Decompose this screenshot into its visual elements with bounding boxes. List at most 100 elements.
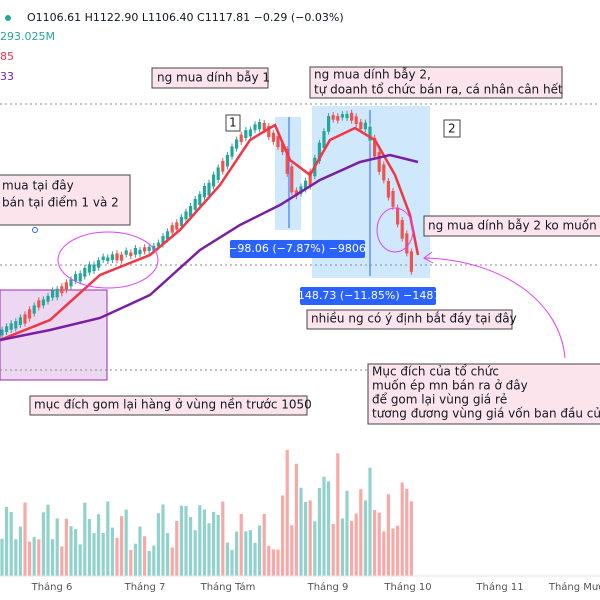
candle [9,323,13,330]
note: ng mua dính bẫy 1 [157,71,270,85]
candle [106,257,110,262]
volume-bar [216,514,220,576]
candle [147,246,151,251]
volume-bar [87,518,91,576]
candle [175,222,179,230]
candle [396,207,400,225]
volume-bar [354,513,358,576]
volume-bar [212,511,216,576]
candle [64,282,68,291]
volume-bar [391,528,395,576]
candle [331,115,335,120]
note: 1 [229,116,237,130]
volume-bar [147,550,151,576]
note: ng mua dính bẫy 2, [314,68,431,82]
volume-bar [166,533,170,576]
volume-bar [83,502,87,576]
candle [166,231,170,240]
note-box [306,309,513,330]
candle [377,151,381,172]
note-box [225,114,241,132]
candle [179,216,183,227]
candle [336,116,340,121]
candle [368,126,372,141]
volume-bar [207,523,211,576]
volume-bar [115,537,119,576]
volume-value: 293.025M [0,30,55,43]
candle [156,242,160,247]
volume-bar [120,516,124,576]
candle [276,136,280,147]
x-tick-label: Tháng 6 [31,581,73,593]
volume-bar [235,531,239,576]
candle [322,131,326,148]
volume-bar [244,531,248,576]
candle [101,256,105,260]
candle [239,134,243,142]
candle [386,180,390,198]
volume-bar [285,449,289,576]
volume-bar [336,453,340,576]
volume-bar [400,482,404,576]
candle [60,286,64,294]
volume-bar [345,490,349,576]
note-box [367,363,600,425]
candle [193,198,197,210]
x-tick-label: Tháng 10 [383,581,431,593]
arrow-head [423,251,434,264]
candle [327,116,331,132]
candle [202,185,206,198]
candle [32,305,36,314]
arrow [424,257,566,359]
candle [225,154,229,167]
volume-bar [110,527,114,576]
candle [46,295,50,302]
ohlc: O1106.61 H1122.90 L1106.40 C1117.81 −0.2… [27,11,344,24]
volume-bar [14,539,18,576]
note: Mục đích của tổ chức [372,365,499,379]
volume-bar [46,504,50,576]
volume-bar [225,542,229,576]
note: ng mua dính bẫy 2 ko muốn b [428,219,600,233]
ma-value: 85 [0,50,14,63]
candle [290,166,294,193]
note: tự doanh tổ chức bán ra, cá nhân cân hết [314,83,563,97]
candle [51,290,55,298]
ma-red [0,123,420,342]
candle [124,250,128,255]
volume-bar [267,545,271,576]
candle [317,142,321,162]
volume-bar [363,500,367,576]
volume-bar [28,541,32,576]
volume-bar [396,525,400,576]
volume-bar [124,509,128,576]
volume-bar [308,500,312,576]
volume-bar [179,505,183,576]
volume-bar [60,546,64,576]
volume-bar [350,520,354,576]
volume-bar [5,507,9,576]
candle [120,254,124,261]
candle [115,253,119,261]
candle [78,273,82,282]
candle [345,113,349,119]
volume-bar [258,525,262,576]
candle [18,317,22,326]
candle [212,174,216,187]
volume-bar [359,489,363,576]
candle [14,321,18,329]
x-tick-label: Tháng 11 [475,581,523,593]
highlight-circle [376,207,414,253]
volume-bar [9,511,13,576]
volume-bar [405,488,409,576]
note-box [151,67,269,89]
volume-bar [18,526,22,576]
measure-text: −98.06 (−7.87%) −9806 [228,242,366,255]
volume-bar [152,545,156,576]
candle [244,130,248,139]
volume-bar [317,488,321,576]
candle [299,186,303,194]
candle [248,129,252,137]
candle [350,112,354,121]
candle [235,139,239,149]
